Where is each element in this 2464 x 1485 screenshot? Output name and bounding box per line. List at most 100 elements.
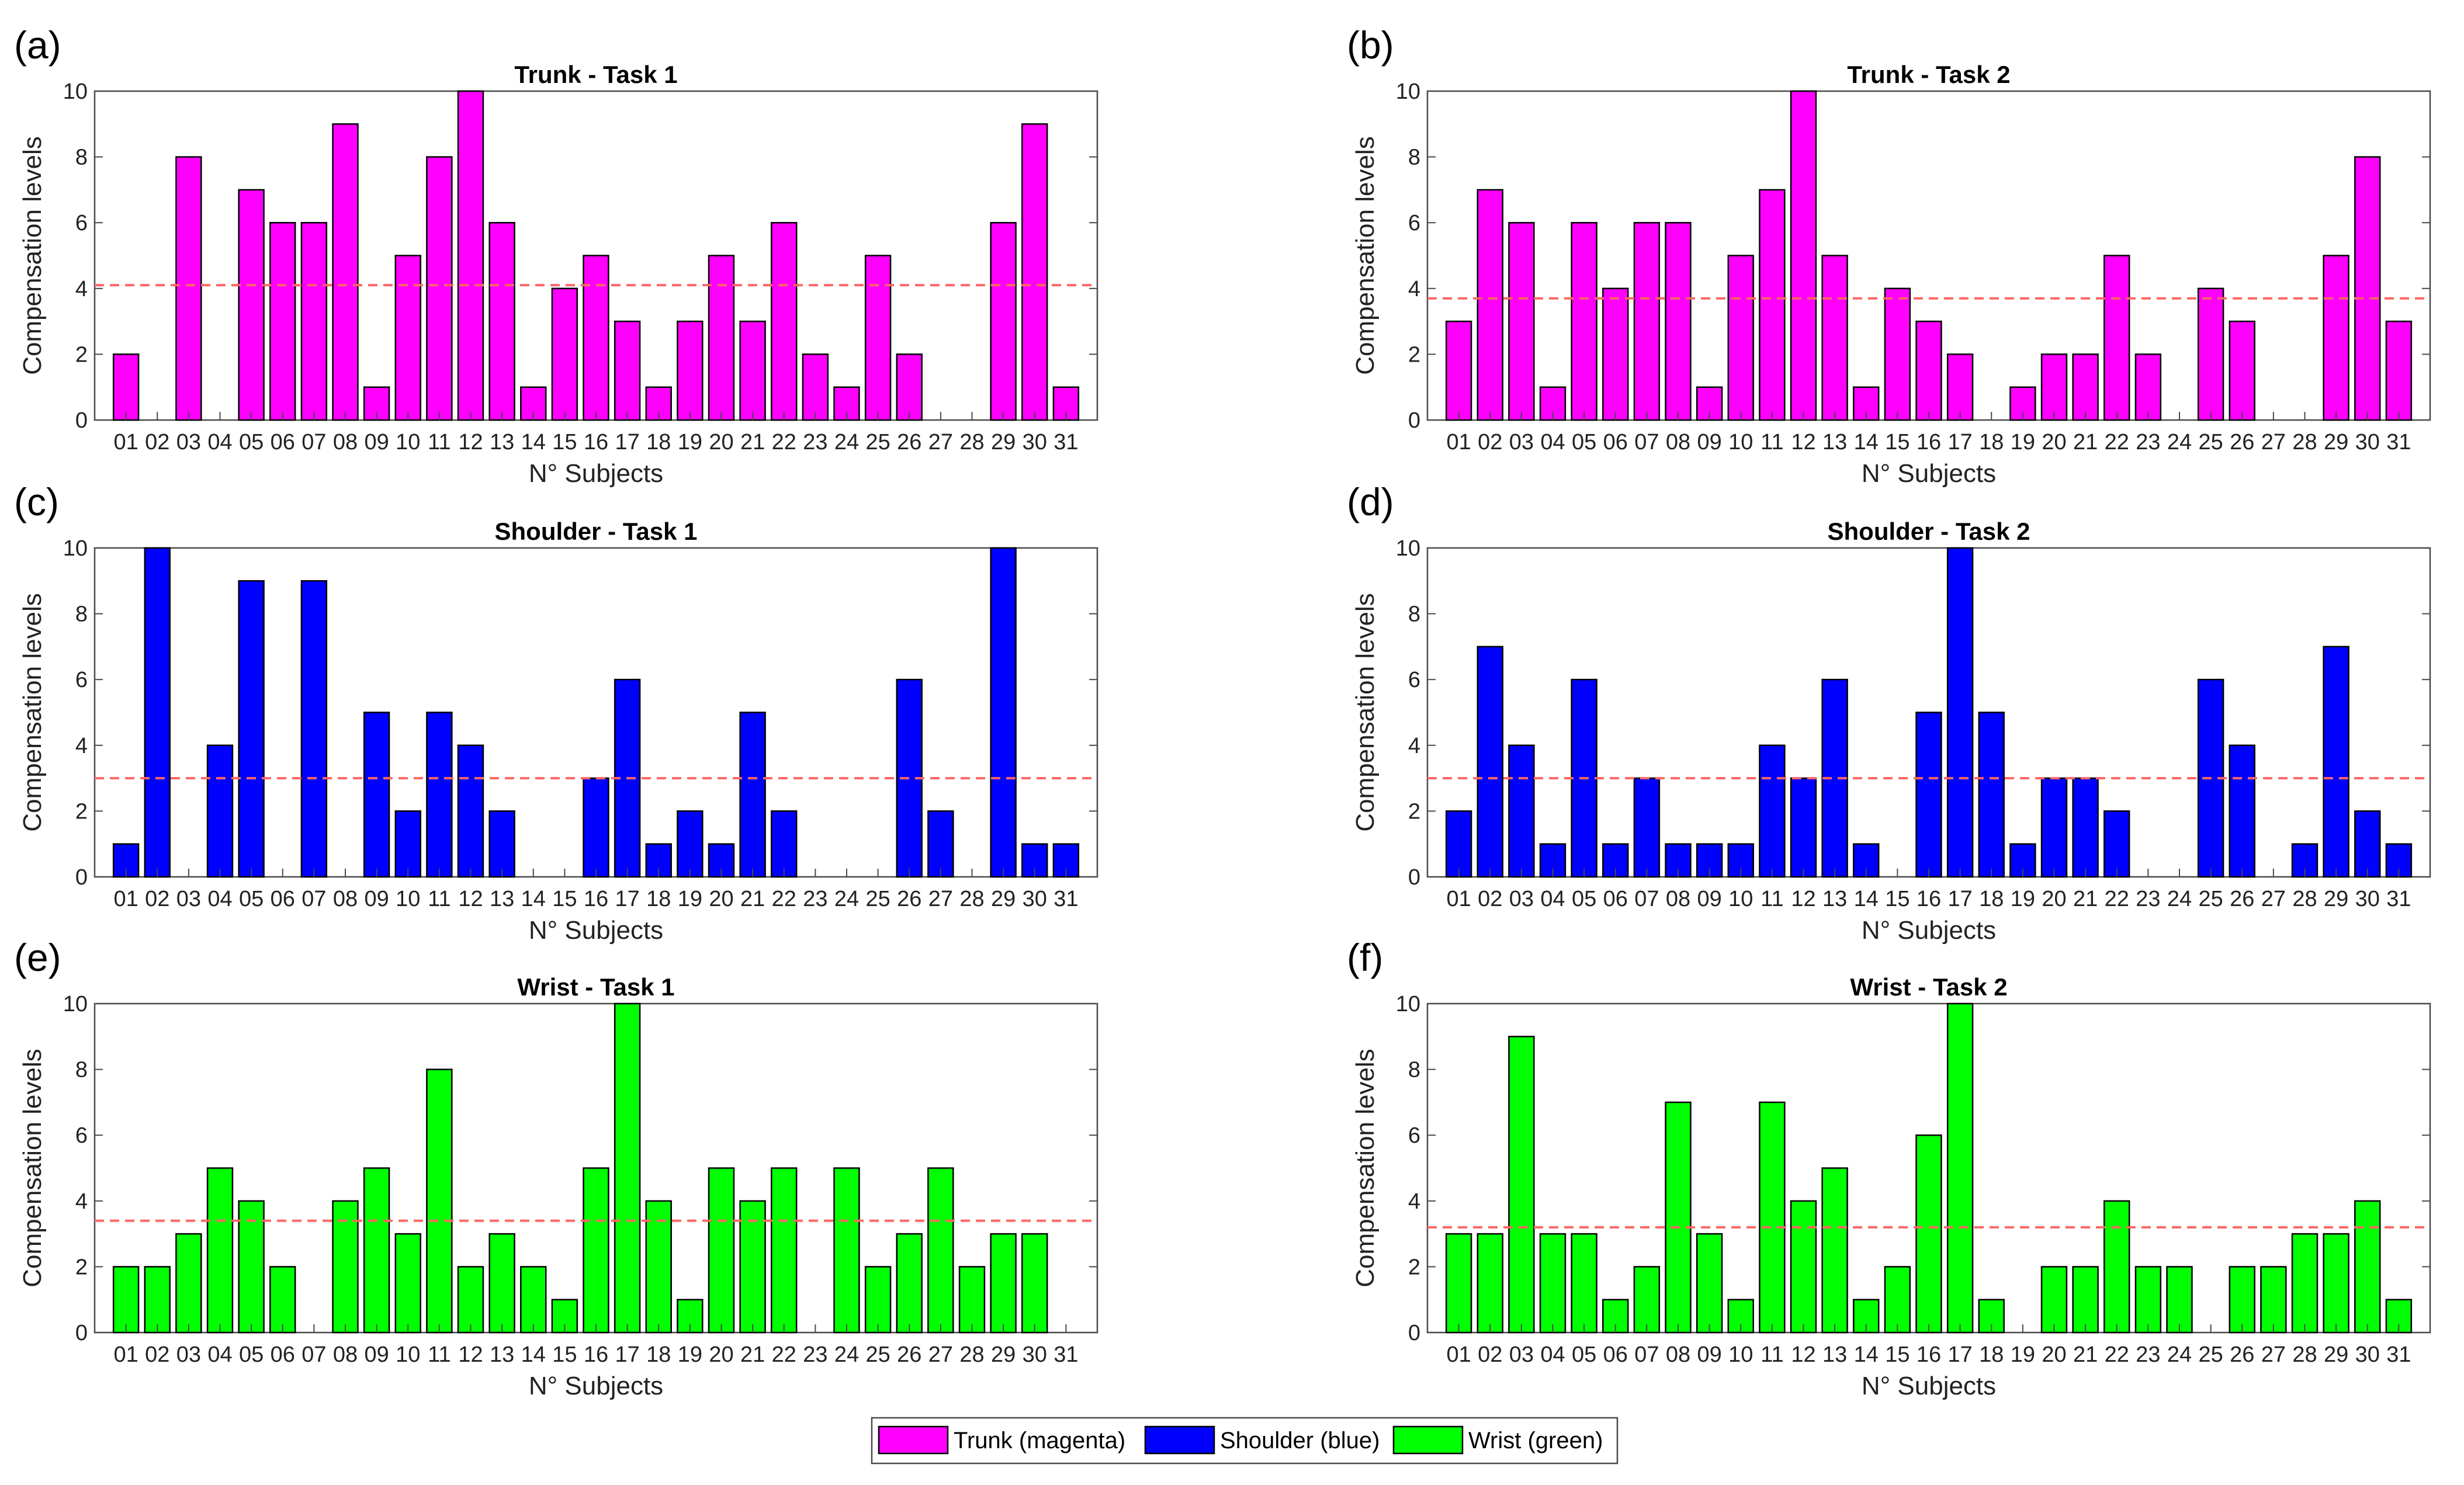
bar-28 bbox=[2291, 1233, 2319, 1334]
x-tick-label: 15 bbox=[1885, 1342, 1909, 1367]
x-tick-label: 03 bbox=[176, 430, 201, 454]
bar-07 bbox=[1633, 1266, 1661, 1334]
bar-05 bbox=[238, 1200, 265, 1334]
y-tick-label: 10 bbox=[1396, 79, 1420, 104]
x-tick-label: 22 bbox=[772, 1342, 796, 1367]
x-tick-label: 12 bbox=[458, 1342, 483, 1367]
x-tick-label: 25 bbox=[865, 1342, 890, 1367]
x-tick-label: 21 bbox=[2073, 430, 2098, 454]
bar-16 bbox=[1915, 320, 1942, 421]
x-tick-label: 19 bbox=[2011, 887, 2035, 911]
x-tick-label: 10 bbox=[1728, 1342, 1753, 1367]
x-tick-label: 17 bbox=[1947, 1342, 1972, 1367]
x-tick-label: 23 bbox=[803, 887, 827, 911]
chart-title: Trunk - Task 2 bbox=[1847, 61, 2010, 88]
bar-17 bbox=[614, 1002, 641, 1334]
x-tick-label: 16 bbox=[584, 430, 608, 454]
x-tick-label: 10 bbox=[396, 430, 420, 454]
bar-27 bbox=[927, 1167, 954, 1334]
x-tick-label: 17 bbox=[615, 887, 639, 911]
bar-12 bbox=[1790, 90, 1817, 421]
x-tick-label: 25 bbox=[865, 430, 890, 454]
y-tick-label: 0 bbox=[1408, 865, 1420, 890]
x-tick-label: 07 bbox=[1634, 1342, 1659, 1367]
x-tick-label: 20 bbox=[2042, 1342, 2066, 1367]
bar-06 bbox=[269, 1266, 296, 1334]
x-tick-label: 20 bbox=[709, 430, 733, 454]
x-axis-label: N° Subjects bbox=[1862, 916, 1996, 945]
bar-17 bbox=[1946, 353, 1974, 421]
x-tick-label: 24 bbox=[2167, 430, 2192, 454]
x-tick-label: 27 bbox=[928, 430, 953, 454]
panel-label: (e) bbox=[14, 936, 61, 979]
bar-27 bbox=[927, 810, 954, 878]
bar-25 bbox=[2197, 287, 2224, 421]
bar-17 bbox=[1946, 1002, 1974, 1334]
bar-16 bbox=[583, 255, 609, 421]
bar-20 bbox=[2040, 353, 2068, 421]
x-tick-label: 02 bbox=[1478, 887, 1502, 911]
bar-20 bbox=[2040, 777, 2068, 878]
bar-22 bbox=[771, 810, 798, 878]
bar-13 bbox=[1821, 1167, 1848, 1334]
x-tick-label: 07 bbox=[1634, 887, 1659, 911]
bar-29 bbox=[2323, 646, 2349, 878]
y-tick-label: 0 bbox=[1408, 1321, 1420, 1345]
bar-12 bbox=[1790, 1200, 1817, 1334]
x-tick-label: 11 bbox=[428, 1342, 450, 1367]
x-tick-label: 09 bbox=[1697, 430, 1721, 454]
bar-11 bbox=[1759, 744, 1786, 878]
bar-05 bbox=[238, 189, 265, 421]
x-tick-label: 17 bbox=[1947, 887, 1972, 911]
y-tick-label: 4 bbox=[1408, 277, 1420, 301]
x-tick-label: 30 bbox=[2355, 1342, 2380, 1367]
x-tick-label: 01 bbox=[113, 430, 138, 454]
x-tick-label: 16 bbox=[1917, 430, 1941, 454]
x-tick-label: 06 bbox=[1603, 430, 1628, 454]
x-tick-label: 11 bbox=[1761, 887, 1783, 911]
x-tick-label: 31 bbox=[2386, 430, 2411, 454]
bar-03 bbox=[1508, 1036, 1535, 1334]
x-tick-label: 24 bbox=[834, 430, 859, 454]
x-tick-label: 23 bbox=[2136, 1342, 2160, 1367]
x-tick-label: 28 bbox=[959, 430, 984, 454]
x-tick-label: 16 bbox=[584, 887, 608, 911]
bar-12 bbox=[1790, 777, 1817, 878]
bar-10 bbox=[394, 1233, 421, 1334]
legend-box bbox=[871, 1417, 1619, 1465]
x-tick-label: 17 bbox=[1947, 430, 1972, 454]
x-axis-label: N° Subjects bbox=[529, 916, 663, 945]
bar-13 bbox=[488, 810, 515, 878]
x-tick-label: 07 bbox=[301, 887, 326, 911]
y-tick-label: 6 bbox=[1408, 211, 1420, 235]
x-tick-label: 23 bbox=[2136, 887, 2160, 911]
y-tick-label: 6 bbox=[1408, 1123, 1420, 1148]
y-tick-label: 2 bbox=[75, 342, 88, 367]
x-tick-label: 21 bbox=[740, 887, 765, 911]
x-tick-label: 30 bbox=[1023, 430, 1047, 454]
x-tick-label: 01 bbox=[1446, 887, 1471, 911]
legend-label: Wrist (green) bbox=[1468, 1428, 1603, 1453]
bar-16 bbox=[1915, 1134, 1942, 1334]
x-tick-label: 19 bbox=[2011, 1342, 2035, 1367]
bar-29 bbox=[2323, 1233, 2349, 1334]
x-tick-label: 21 bbox=[2073, 1342, 2098, 1367]
x-tick-label: 31 bbox=[1053, 430, 1078, 454]
bar-20 bbox=[2040, 1266, 2068, 1334]
x-tick-label: 04 bbox=[207, 430, 232, 454]
x-tick-label: 30 bbox=[2355, 887, 2380, 911]
chart-title: Shoulder - Task 1 bbox=[495, 518, 698, 545]
x-tick-label: 13 bbox=[1822, 1342, 1847, 1367]
x-tick-label: 25 bbox=[2198, 1342, 2223, 1367]
x-tick-label: 01 bbox=[1446, 430, 1471, 454]
x-tick-label: 29 bbox=[991, 1342, 1016, 1367]
bar-26 bbox=[2229, 744, 2255, 878]
x-tick-label: 15 bbox=[1885, 430, 1909, 454]
y-axis-label: Compensation levels bbox=[1351, 1049, 1380, 1287]
y-tick-label: 6 bbox=[75, 211, 88, 235]
panel-label: (b) bbox=[1347, 23, 1394, 67]
bar-10 bbox=[1727, 255, 1754, 421]
